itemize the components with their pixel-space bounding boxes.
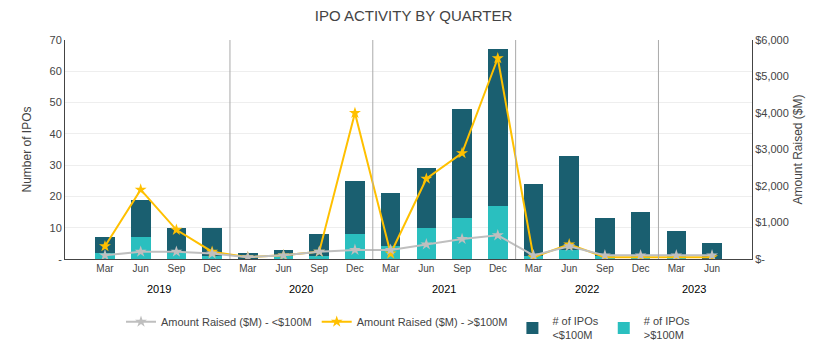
- svg-text:$6,000: $6,000: [755, 34, 789, 46]
- svg-text:Sep: Sep: [453, 263, 471, 274]
- svg-text:Jun: Jun: [704, 263, 720, 274]
- svg-text:Jun: Jun: [418, 263, 434, 274]
- svg-text:Sep: Sep: [167, 263, 185, 274]
- svg-text:$1,000: $1,000: [755, 216, 789, 228]
- svg-text:Sep: Sep: [596, 263, 614, 274]
- svg-text:2019: 2019: [147, 283, 171, 295]
- svg-text:Amount Raised ($M) - >$100M: Amount Raised ($M) - >$100M: [357, 316, 508, 328]
- svg-text:Dec: Dec: [346, 263, 364, 274]
- svg-text:Mar: Mar: [668, 263, 686, 274]
- svg-text:# of IPOs>$100M: # of IPOs>$100M: [644, 315, 690, 341]
- svg-text:Jun: Jun: [133, 263, 149, 274]
- svg-text:10: 10: [50, 222, 62, 234]
- svg-text:60: 60: [50, 65, 62, 77]
- svg-text:$2,000: $2,000: [755, 180, 789, 192]
- svg-text:Dec: Dec: [489, 263, 507, 274]
- svg-text:Dec: Dec: [632, 263, 650, 274]
- svg-text:Mar: Mar: [382, 263, 400, 274]
- svg-text:Amount Raised ($M): Amount Raised ($M): [791, 94, 805, 204]
- svg-text:$5,000: $5,000: [755, 70, 789, 82]
- svg-text:Sep: Sep: [310, 263, 328, 274]
- svg-text:Amount Raised ($M) - <$100M: Amount Raised ($M) - <$100M: [161, 316, 312, 328]
- svg-text:Jun: Jun: [275, 263, 291, 274]
- svg-text:20: 20: [50, 190, 62, 202]
- svg-text:2020: 2020: [289, 283, 313, 295]
- svg-text:$-: $-: [755, 253, 765, 265]
- svg-text:30: 30: [50, 159, 62, 171]
- svg-text:Dec: Dec: [203, 263, 221, 274]
- svg-text:Jun: Jun: [561, 263, 577, 274]
- svg-text:Number of IPOs: Number of IPOs: [20, 106, 34, 192]
- svg-text:2022: 2022: [575, 283, 599, 295]
- svg-text:# of IPOs<$100M: # of IPOs<$100M: [552, 315, 598, 341]
- svg-text:$3,000: $3,000: [755, 143, 789, 155]
- svg-text:40: 40: [50, 128, 62, 140]
- svg-text:50: 50: [50, 96, 62, 108]
- svg-text:2021: 2021: [432, 283, 456, 295]
- svg-text:IPO ACTIVITY BY QUARTER: IPO ACTIVITY BY QUARTER: [315, 7, 513, 24]
- svg-text:Mar: Mar: [525, 263, 543, 274]
- svg-text:$4,000: $4,000: [755, 107, 789, 119]
- svg-text:Mar: Mar: [96, 263, 114, 274]
- svg-text:Mar: Mar: [239, 263, 257, 274]
- svg-text:-: -: [58, 253, 62, 265]
- svg-text:2023: 2023: [682, 283, 706, 295]
- svg-text:70: 70: [50, 34, 62, 46]
